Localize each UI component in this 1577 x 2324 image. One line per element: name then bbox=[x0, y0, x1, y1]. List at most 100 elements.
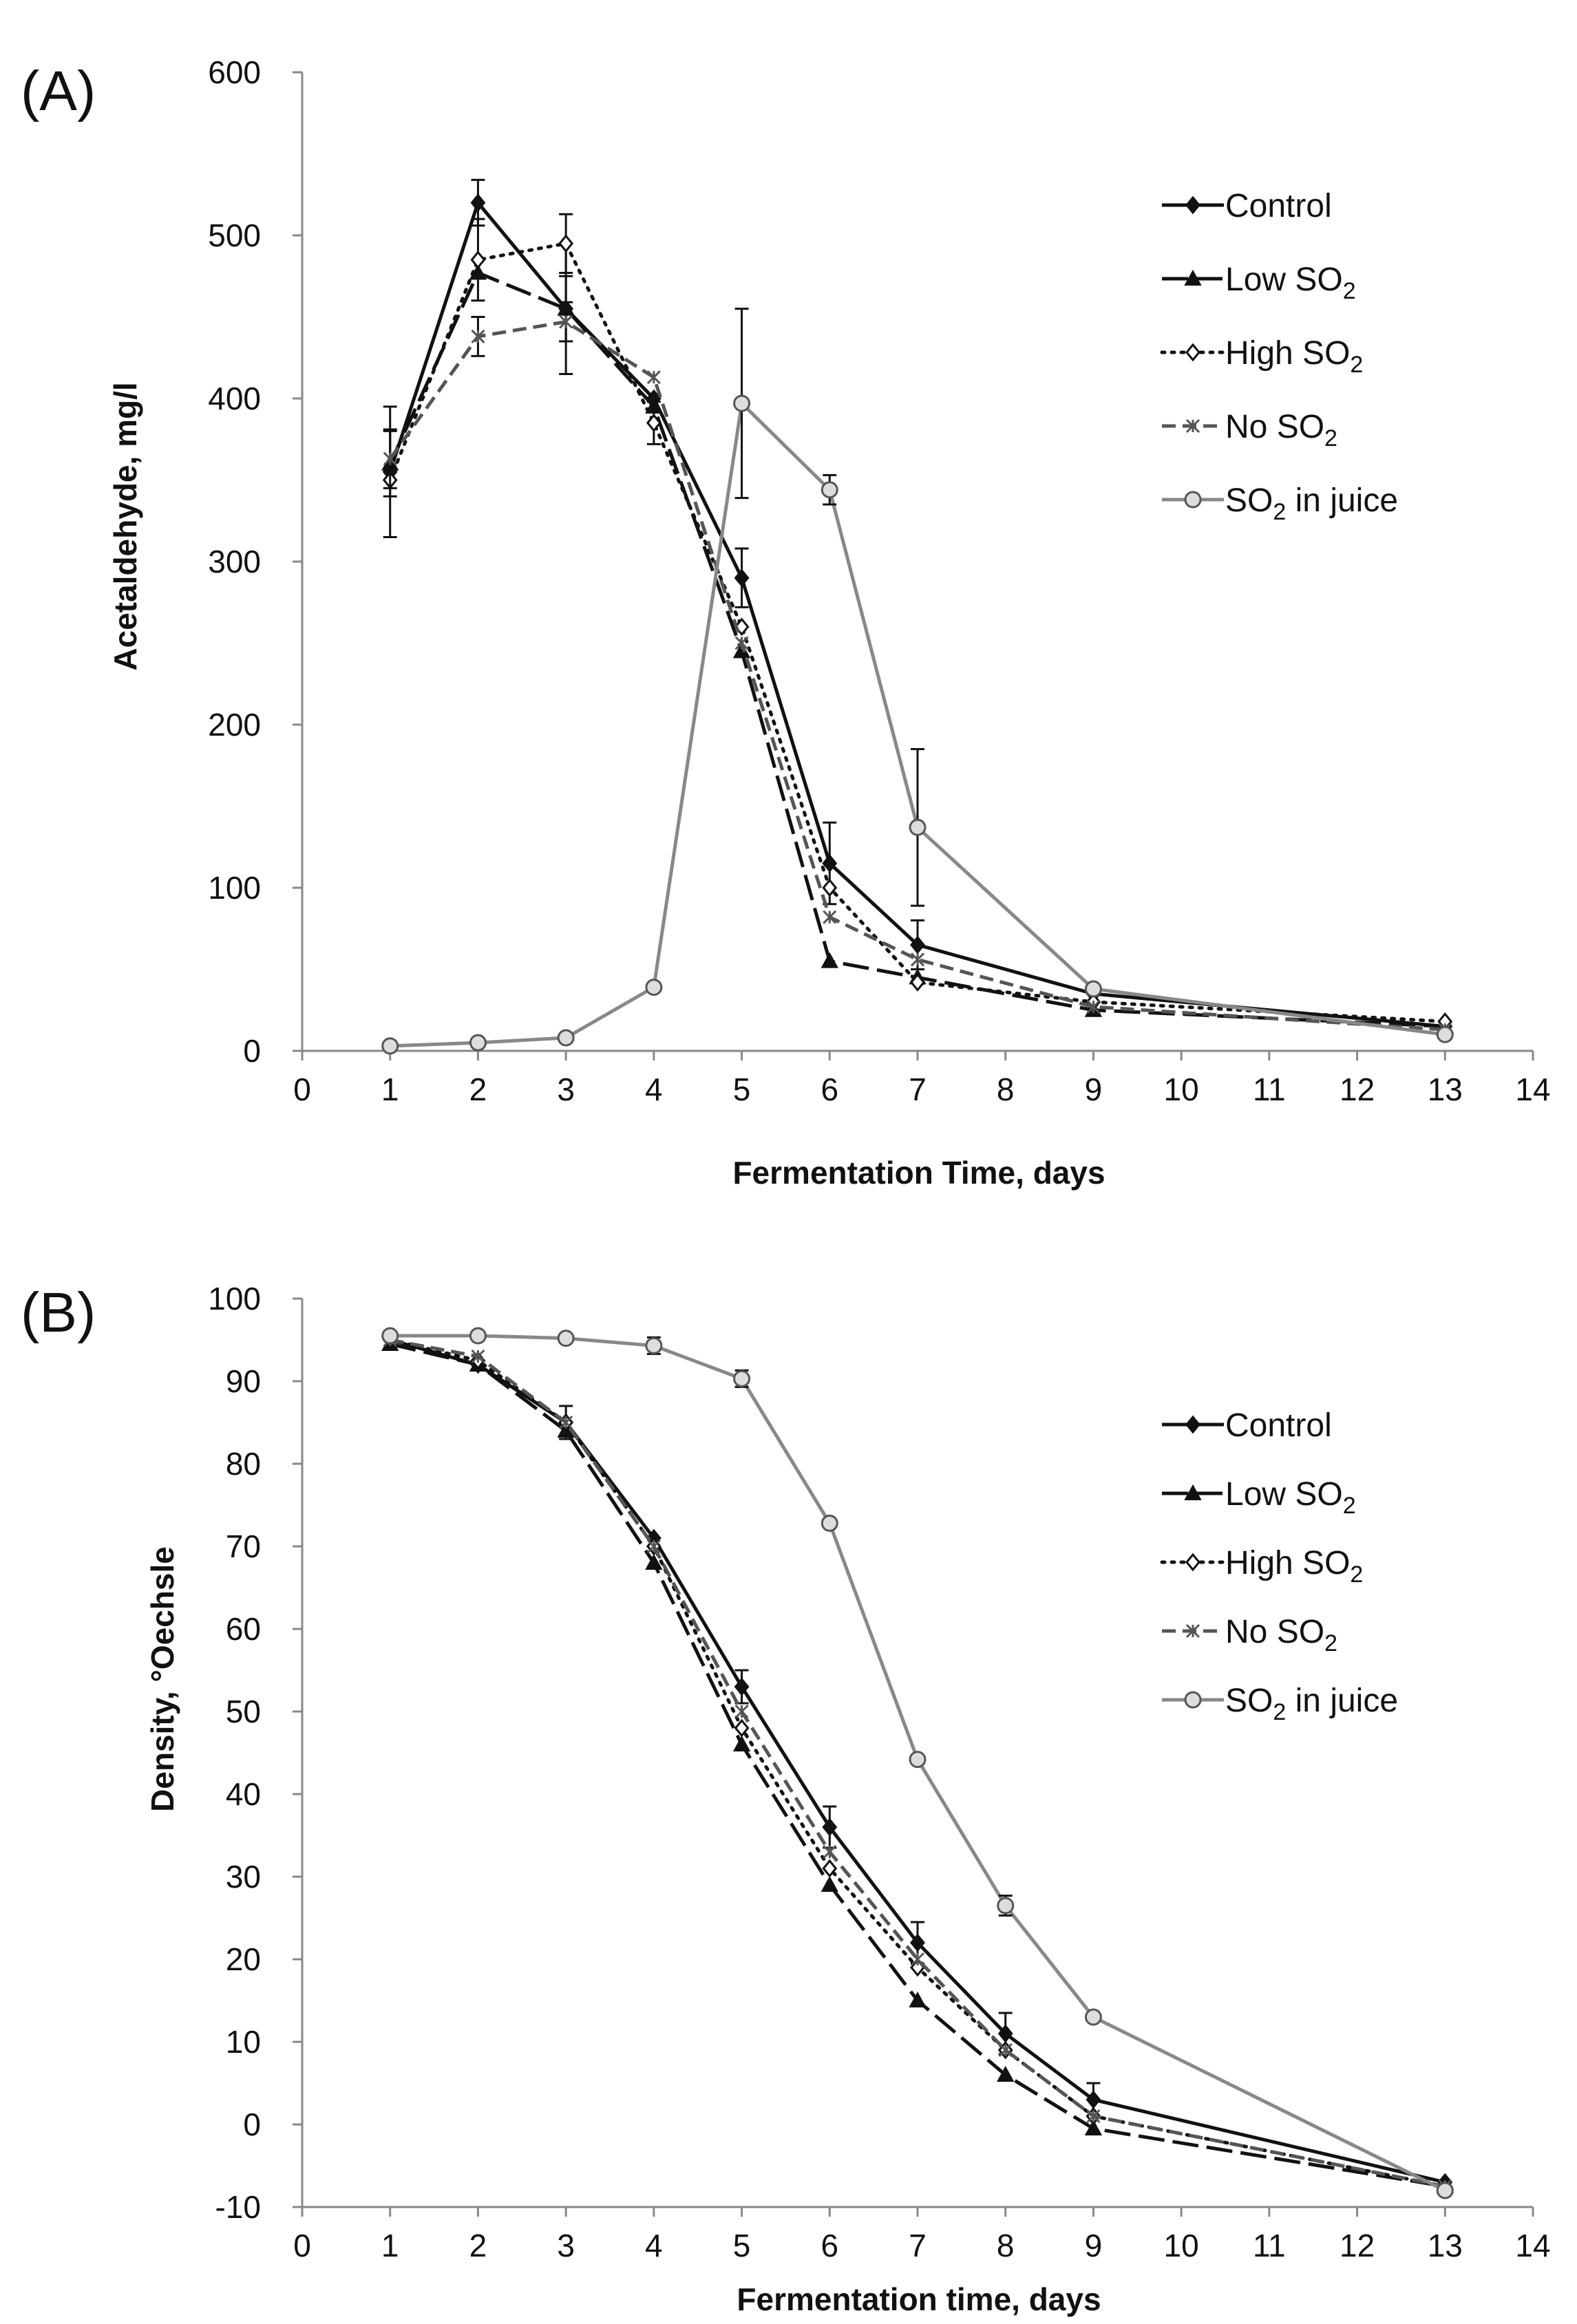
panel-a-legend-entry: Control bbox=[1162, 188, 1332, 224]
panel-a-x-tick-label: 9 bbox=[1085, 1072, 1103, 1107]
panel-a-legend-marker bbox=[1184, 269, 1202, 286]
panel-a-legend-entry: SO2 in juice bbox=[1162, 482, 1398, 525]
panel-b-x-tick-label: 7 bbox=[909, 2228, 927, 2263]
panel-a-x-tick-label: 1 bbox=[381, 1072, 399, 1107]
panel-b-series-control-point bbox=[734, 1677, 750, 1696]
panel-a-legend-marker bbox=[1185, 418, 1200, 434]
panel-a-series-so-in-juice-point bbox=[821, 481, 838, 499]
panel-b-series-so-in-juice-point bbox=[469, 1327, 487, 1345]
panel-a-legend-entry: No SO2 bbox=[1162, 409, 1337, 451]
panel-b-series-low-so-point bbox=[1084, 2119, 1103, 2135]
panel-a-series-so-in-juice-point bbox=[557, 1029, 575, 1047]
panel-a-series-so-in-juice-point bbox=[733, 394, 751, 412]
panel-b-y-tick-label: 90 bbox=[226, 1363, 261, 1399]
panel-b-series-so-in-juice-point bbox=[997, 1897, 1015, 1915]
panel-a-label: (A) bbox=[21, 60, 96, 122]
panel-a-x-tick-label: 7 bbox=[909, 1072, 927, 1107]
panel-a-x-tick-label: 11 bbox=[1253, 1072, 1286, 1107]
panel-b-y-tick-label: 40 bbox=[226, 1776, 261, 1812]
panel-a-x-tick-label: 2 bbox=[469, 1072, 487, 1107]
panel-b-series-so-in-juice bbox=[381, 1327, 1454, 2199]
panel-b-legend-label: Control bbox=[1225, 1407, 1332, 1444]
panel-a-y-tick-label: 500 bbox=[208, 217, 261, 253]
panel-a-legend-marker bbox=[1185, 195, 1200, 215]
panel-a-series-high-so bbox=[382, 213, 1453, 1031]
panel-b-x-tick-label: 6 bbox=[821, 2228, 838, 2263]
panel-b-series-no-so-point bbox=[471, 1349, 485, 1364]
panel-b-y-tick-label: -10 bbox=[215, 2189, 261, 2225]
panel-b-series-low-so-point bbox=[997, 2065, 1015, 2082]
panel-a-series-control bbox=[382, 178, 1453, 1036]
panel-b-series-low-so-point bbox=[645, 1553, 663, 1570]
panel-a-x-tick-label: 6 bbox=[821, 1072, 838, 1107]
panel-b-legend-label: SO2 in juice bbox=[1225, 1683, 1398, 1725]
panel-a-y-tick-label: 300 bbox=[208, 544, 261, 579]
panel-a-y-axis-title: Acetaldehyde, mg/l bbox=[107, 382, 143, 670]
panel-a-series-control-point bbox=[470, 193, 486, 212]
panel-b-legend-entry: High SO2 bbox=[1160, 1545, 1363, 1588]
panel-a-series-no-so-point bbox=[910, 952, 925, 967]
panel-a-legend-label: SO2 in juice bbox=[1225, 482, 1398, 525]
panel-b-x-axis-title: Fermentation time, days bbox=[737, 2281, 1101, 2317]
panel-b-x-tick-label: 9 bbox=[1085, 2228, 1103, 2263]
panel-b-y-tick-label: 80 bbox=[226, 1446, 261, 1482]
panel-a-series-so-in-juice bbox=[381, 308, 1454, 1055]
panel-b-series-no-so-point bbox=[559, 1415, 573, 1430]
panel-a-series-high-so-point bbox=[646, 414, 662, 432]
panel-b-series-low-so-point bbox=[821, 1875, 838, 1892]
panel-b-x-tick-label: 8 bbox=[997, 2228, 1015, 2263]
panel-b-x-tick-label: 12 bbox=[1340, 2228, 1375, 2263]
panel-a-legend-label: Control bbox=[1225, 188, 1332, 224]
panel-a-y-tick-label: 600 bbox=[208, 54, 261, 90]
panel-b-x-tick-label: 14 bbox=[1515, 2228, 1550, 2263]
panel-b-series-low-so-point bbox=[732, 1735, 751, 1751]
panel-a-series-no-so bbox=[383, 301, 1452, 1037]
panel-a-x-tick-label: 12 bbox=[1340, 1072, 1375, 1107]
panel-b-y-tick-label: 30 bbox=[226, 1859, 261, 1895]
panel-a-series-high-so-line bbox=[388, 242, 1447, 1023]
panel-b-series-no-so-point bbox=[646, 1539, 661, 1554]
panel-a-series-so-in-juice-point bbox=[469, 1034, 487, 1052]
panel-b-x-tick-label: 0 bbox=[293, 2228, 311, 2263]
panel-a-series-high-so-point bbox=[470, 250, 486, 269]
panel-b-series-no-so-point bbox=[823, 1844, 837, 1859]
panel-b-series-so-in-juice-point bbox=[1084, 2008, 1102, 2026]
panel-a-series-no-so-point bbox=[734, 636, 749, 650]
panel-b-x-tick-label: 10 bbox=[1164, 2228, 1199, 2263]
panel-a-series-so-in-juice-point bbox=[645, 979, 663, 996]
panel-a-series-low-so-line bbox=[388, 270, 1446, 1028]
panel-b-legend-entry: No SO2 bbox=[1162, 1614, 1337, 1656]
panel-b-legend-marker bbox=[1185, 1553, 1200, 1572]
panel-b-y-axis-title: Density, °Oechsle bbox=[145, 1546, 180, 1812]
panel-a-x-tick-label: 10 bbox=[1164, 1072, 1199, 1107]
panel-a-series-control-point bbox=[910, 935, 925, 955]
panel-a-series-high-so-point bbox=[822, 878, 838, 897]
panel-b-series-so-in-juice-point bbox=[645, 1336, 663, 1354]
panel-a-legend-label: Low SO2 bbox=[1225, 262, 1356, 304]
panel-a-series-high-so-point bbox=[910, 973, 925, 992]
panel-b-series-low-so-point bbox=[909, 1991, 927, 2007]
panel-b-y-tick-label: 100 bbox=[208, 1281, 261, 1316]
panel-a-series-no-so-point bbox=[1086, 999, 1101, 1014]
panel-b-series-so-in-juice-point bbox=[733, 1369, 751, 1387]
panel-b-series-so-in-juice-point bbox=[381, 1327, 399, 1345]
panel-a-x-axis-title: Fermentation Time, days bbox=[732, 1155, 1105, 1191]
panel-a-legend-label: No SO2 bbox=[1225, 409, 1337, 451]
panel-b-series-no-so-point bbox=[998, 2043, 1013, 2058]
panel-a-x-tick-label: 5 bbox=[733, 1072, 751, 1107]
panel-a-series-no-so-point bbox=[646, 370, 661, 385]
panel-a-series-high-so-point bbox=[558, 234, 574, 253]
panel-b-x-tick-label: 1 bbox=[381, 2228, 399, 2263]
panel-a: (A) Fermentation Time, days Acetaldehyde… bbox=[21, 54, 1551, 1191]
panel-a-x-tick-label: 3 bbox=[557, 1072, 575, 1107]
panel-a-series-control-point bbox=[822, 854, 838, 873]
panel-b-legend-label: Low SO2 bbox=[1225, 1476, 1356, 1519]
panel-b-y-tick-label: 70 bbox=[226, 1528, 261, 1564]
panel-b-x-tick-label: 3 bbox=[557, 2228, 575, 2263]
panel-a-y-tick-label: 200 bbox=[208, 707, 261, 743]
panel-b-x-tick-label: 13 bbox=[1428, 2228, 1463, 2263]
panel-a-series-no-so-point bbox=[559, 315, 573, 329]
panel-a-series-no-so-point bbox=[383, 451, 397, 466]
panel-b-series-low-so-line bbox=[390, 1342, 1446, 2188]
